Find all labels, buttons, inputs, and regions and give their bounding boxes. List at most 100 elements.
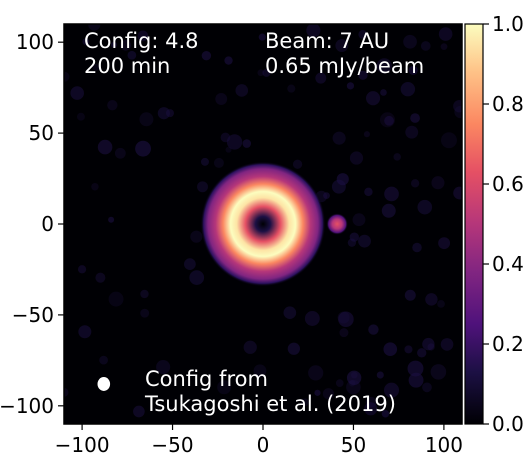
noise-speckle — [381, 409, 390, 418]
y-tick-label: −100 — [0, 394, 54, 418]
noise-speckle — [314, 389, 321, 396]
noise-speckle — [64, 387, 69, 397]
beam-ellipse — [97, 377, 111, 391]
noise-speckle — [404, 289, 416, 301]
x-axis: −100 −50 0 50 100 — [55, 424, 463, 457]
noise-speckle — [440, 43, 448, 50]
noise-speckle — [107, 99, 118, 111]
noise-speckle — [322, 388, 335, 400]
noise-speckle — [380, 89, 387, 96]
noise-speckle — [368, 324, 379, 335]
noise-speckle — [88, 24, 101, 31]
noise-speckle — [364, 187, 373, 197]
noise-speckle — [363, 131, 370, 138]
colorbar-tick-label: 1.0 — [492, 12, 524, 36]
noise-speckle — [453, 186, 462, 200]
noise-speckle — [78, 325, 92, 339]
noise-speckle — [422, 337, 435, 351]
noise-speckle — [287, 342, 300, 355]
noise-speckle — [157, 107, 170, 120]
noise-speckle — [337, 311, 350, 324]
noise-speckle — [243, 340, 257, 354]
noise-speckle — [224, 56, 233, 65]
colorbar-frame — [464, 23, 484, 425]
noise-speckle — [99, 355, 108, 365]
noise-speckle — [400, 81, 416, 97]
noise-speckle — [339, 328, 349, 338]
noise-speckle — [140, 308, 150, 318]
noise-speckle — [135, 140, 151, 157]
x-tick-label: 0 — [257, 433, 270, 457]
colorbar-tick-label: 0.2 — [492, 332, 524, 356]
noise-speckle — [139, 112, 154, 127]
noise-speckle — [156, 359, 171, 375]
noise-speckle — [376, 371, 384, 379]
noise-speckle — [346, 379, 361, 395]
noise-speckle — [165, 109, 175, 118]
noise-speckle — [215, 93, 228, 105]
noise-speckle — [431, 176, 445, 190]
noise-speckle — [70, 86, 84, 100]
noise-speckle — [226, 134, 243, 150]
y-tick-label: 50 — [29, 121, 54, 145]
colorbar — [465, 24, 483, 424]
disk-ring — [200, 161, 326, 287]
noise-speckle — [225, 146, 232, 153]
noise-speckle — [364, 402, 378, 416]
noise-speckle — [425, 293, 438, 306]
noise-speckle — [438, 27, 453, 41]
noise-speckle — [405, 125, 419, 139]
noise-speckle — [306, 24, 321, 38]
companion-blob — [326, 213, 349, 235]
annotation-source-line2: Tsukagoshi et al. (2019) — [144, 392, 396, 416]
x-tick-label: −100 — [55, 433, 110, 457]
noise-speckle — [213, 157, 224, 168]
noise-speckle — [217, 380, 232, 395]
noise-speckle — [336, 173, 349, 186]
noise-speckle — [201, 50, 212, 61]
noise-speckle — [220, 132, 231, 143]
noise-speckle — [430, 364, 447, 380]
noise-speckle — [97, 139, 113, 155]
noise-speckle — [383, 342, 398, 357]
noise-speckle — [352, 213, 366, 227]
noise-speckle — [77, 265, 87, 274]
noise-speckle — [376, 58, 392, 74]
noise-speckle — [197, 181, 209, 193]
noise-speckle — [335, 379, 344, 388]
noise-speckle — [349, 232, 359, 242]
noise-speckle — [420, 41, 431, 51]
noise-speckle — [379, 112, 396, 128]
annotation-source-line1: Config from — [145, 367, 268, 391]
noise-speckle — [410, 179, 420, 188]
noise-speckle — [404, 345, 413, 354]
noise-speckle — [253, 364, 267, 378]
noise-speckle — [82, 38, 90, 46]
noise-speckle — [323, 192, 330, 200]
noise-speckle — [346, 82, 355, 90]
noise-speckle — [408, 372, 424, 388]
noise-speckle — [137, 30, 149, 42]
annotation-config: Config: 4.8 — [84, 29, 199, 53]
noise-speckle — [283, 306, 297, 320]
noise-speckle — [349, 151, 364, 165]
noise-speckle — [410, 113, 420, 123]
noise-speckle — [292, 159, 303, 169]
noise-speckle — [358, 29, 368, 39]
noise-speckle — [114, 147, 126, 159]
noise-speckle — [258, 33, 266, 41]
noise-speckle — [437, 300, 445, 308]
noise-speckle — [287, 84, 296, 93]
colorbar-tick-label: 0.8 — [492, 92, 524, 116]
y-tick-label: −50 — [12, 303, 54, 327]
y-axis: 100 50 0 −50 −100 — [0, 30, 64, 418]
noise-speckle — [133, 405, 145, 418]
annotation-beam: Beam: 7 AU — [265, 29, 389, 53]
noise-speckle — [440, 338, 454, 351]
noise-speckle — [454, 105, 462, 119]
noise-speckle — [108, 216, 115, 223]
noise-speckle — [120, 39, 131, 51]
noise-speckle — [300, 398, 309, 407]
noise-speckle — [190, 230, 203, 243]
